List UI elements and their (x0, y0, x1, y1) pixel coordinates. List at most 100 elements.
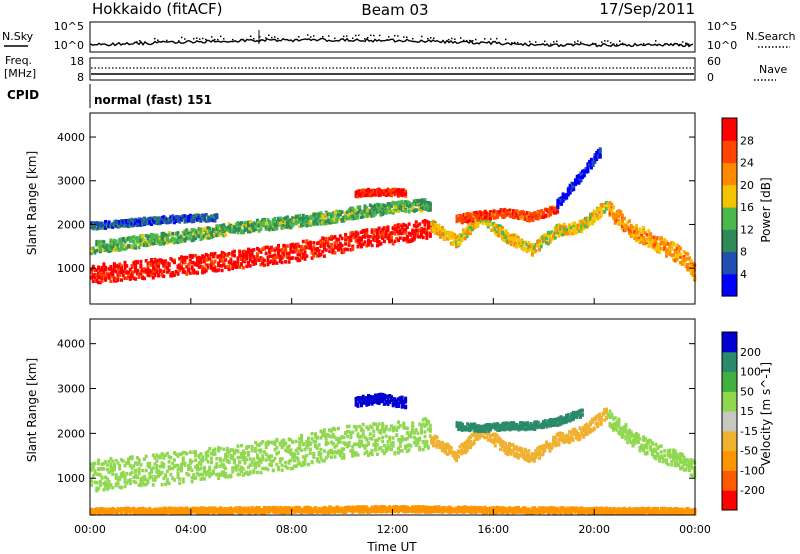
range-gate-cell (202, 234, 206, 238)
range-gate-cell (211, 234, 215, 238)
range-gate-cell (169, 217, 173, 221)
range-gate-cell (428, 434, 432, 438)
range-gate-cell (183, 270, 187, 275)
range-gate-cell (379, 431, 383, 435)
range-gate-cell (150, 241, 153, 246)
range-gate-cell (118, 224, 122, 229)
range-gate-cell (132, 479, 136, 484)
range-gate-cell (460, 220, 464, 225)
range-gate-cell (247, 220, 250, 224)
noise-search-point (217, 38, 219, 41)
range-gate-cell (289, 448, 293, 452)
range-gate-cell (349, 248, 353, 252)
range-gate-cell (245, 264, 249, 269)
range-gate-cell (164, 453, 168, 457)
range-gate-cell (321, 240, 325, 245)
noise-search-point (277, 37, 279, 40)
range-gate-cell (425, 236, 429, 240)
range-gate-cell (427, 201, 430, 205)
range-gate-cell (287, 459, 291, 464)
range-gate-cell (638, 239, 642, 243)
range-gate-cell (404, 446, 408, 450)
range-gate-cell (259, 450, 263, 454)
range-gate-cell (455, 452, 458, 457)
range-gate-cell (512, 215, 515, 220)
range-gate-cell (370, 243, 374, 248)
range-gate-cell (349, 238, 353, 243)
range-gate-cell (142, 221, 146, 226)
range-gate-cell (132, 261, 136, 265)
range-gate-cell (171, 236, 175, 241)
range-gate-cell (455, 219, 459, 224)
range-gate-cell (596, 150, 600, 154)
range-gate-cell (582, 172, 586, 177)
range-gate-cell (360, 439, 363, 444)
range-gate-cell (451, 450, 455, 454)
range-gate-cell (398, 228, 402, 233)
range-gate-cell (164, 233, 168, 237)
range-gate-cell (178, 266, 182, 270)
range-gate-cell (121, 459, 125, 463)
range-gate-cell (315, 241, 319, 246)
range-gate-cell (629, 223, 633, 228)
range-gate-cell (388, 189, 392, 193)
range-gate-cell (476, 223, 480, 227)
range-gate-cell (549, 207, 552, 212)
range-gate-cell (284, 464, 288, 469)
range-gate-cell (137, 245, 141, 250)
range-gate-cell (367, 213, 370, 218)
range-gate-cell (183, 214, 187, 218)
range-gate-cell (599, 214, 603, 218)
range-gate-cell (526, 215, 530, 219)
range-gate-cell (326, 450, 330, 455)
range-gate-cell (337, 449, 340, 453)
range-gate-cell (480, 212, 484, 216)
range-gate-cell (384, 434, 388, 438)
range-gate-cell (188, 461, 192, 466)
range-gate-cell (363, 240, 367, 244)
range-gate-cell (150, 467, 153, 472)
range-gate-cell (241, 259, 245, 263)
range-gate-cell (377, 437, 381, 441)
range-gate-cell (153, 241, 157, 245)
range-gate-cell (222, 262, 226, 267)
range-gate-cell (402, 202, 406, 206)
range-gate-cell (393, 203, 397, 208)
range-gate-cell (492, 433, 496, 438)
range-gate-cell (148, 239, 152, 244)
range-gate-cell (330, 235, 333, 239)
range-gate-cell (169, 215, 173, 219)
range-gate-cell (255, 461, 259, 465)
noise-search-point (220, 35, 222, 38)
range-gate-cell (310, 256, 314, 260)
range-gate-cell (91, 222, 95, 226)
range-gate-cell (248, 457, 252, 461)
range-gate-cell (566, 189, 570, 193)
range-gate-cell (550, 206, 554, 211)
range-gate-cell (262, 246, 266, 250)
noise-search-point (268, 34, 270, 36)
colorbar-segment (722, 273, 737, 297)
range-gate-cell (197, 473, 201, 477)
range-gate-cell (495, 438, 499, 442)
range-gate-cell (240, 465, 243, 469)
range-gate-cell (404, 189, 408, 194)
noise-search-point (136, 41, 138, 43)
range-gate-cell (490, 439, 494, 444)
range-gate-cell (319, 222, 323, 226)
range-gate-cell (201, 255, 205, 260)
range-gate-cell (548, 442, 552, 446)
range-gate-cell (141, 237, 145, 242)
range-gate-cell (194, 216, 198, 221)
range-gate-cell (513, 452, 517, 456)
noise-search-point (421, 35, 423, 38)
range-gate-cell (587, 222, 591, 226)
range-gate-cell (545, 208, 549, 213)
range-gate-cell (474, 210, 478, 215)
range-gate-cell (264, 441, 268, 446)
range-gate-cell (423, 424, 427, 428)
range-gate-cell (102, 270, 106, 275)
range-gate-cell (104, 273, 108, 278)
range-gate-cell (261, 261, 265, 265)
range-gate-cell (211, 452, 215, 456)
